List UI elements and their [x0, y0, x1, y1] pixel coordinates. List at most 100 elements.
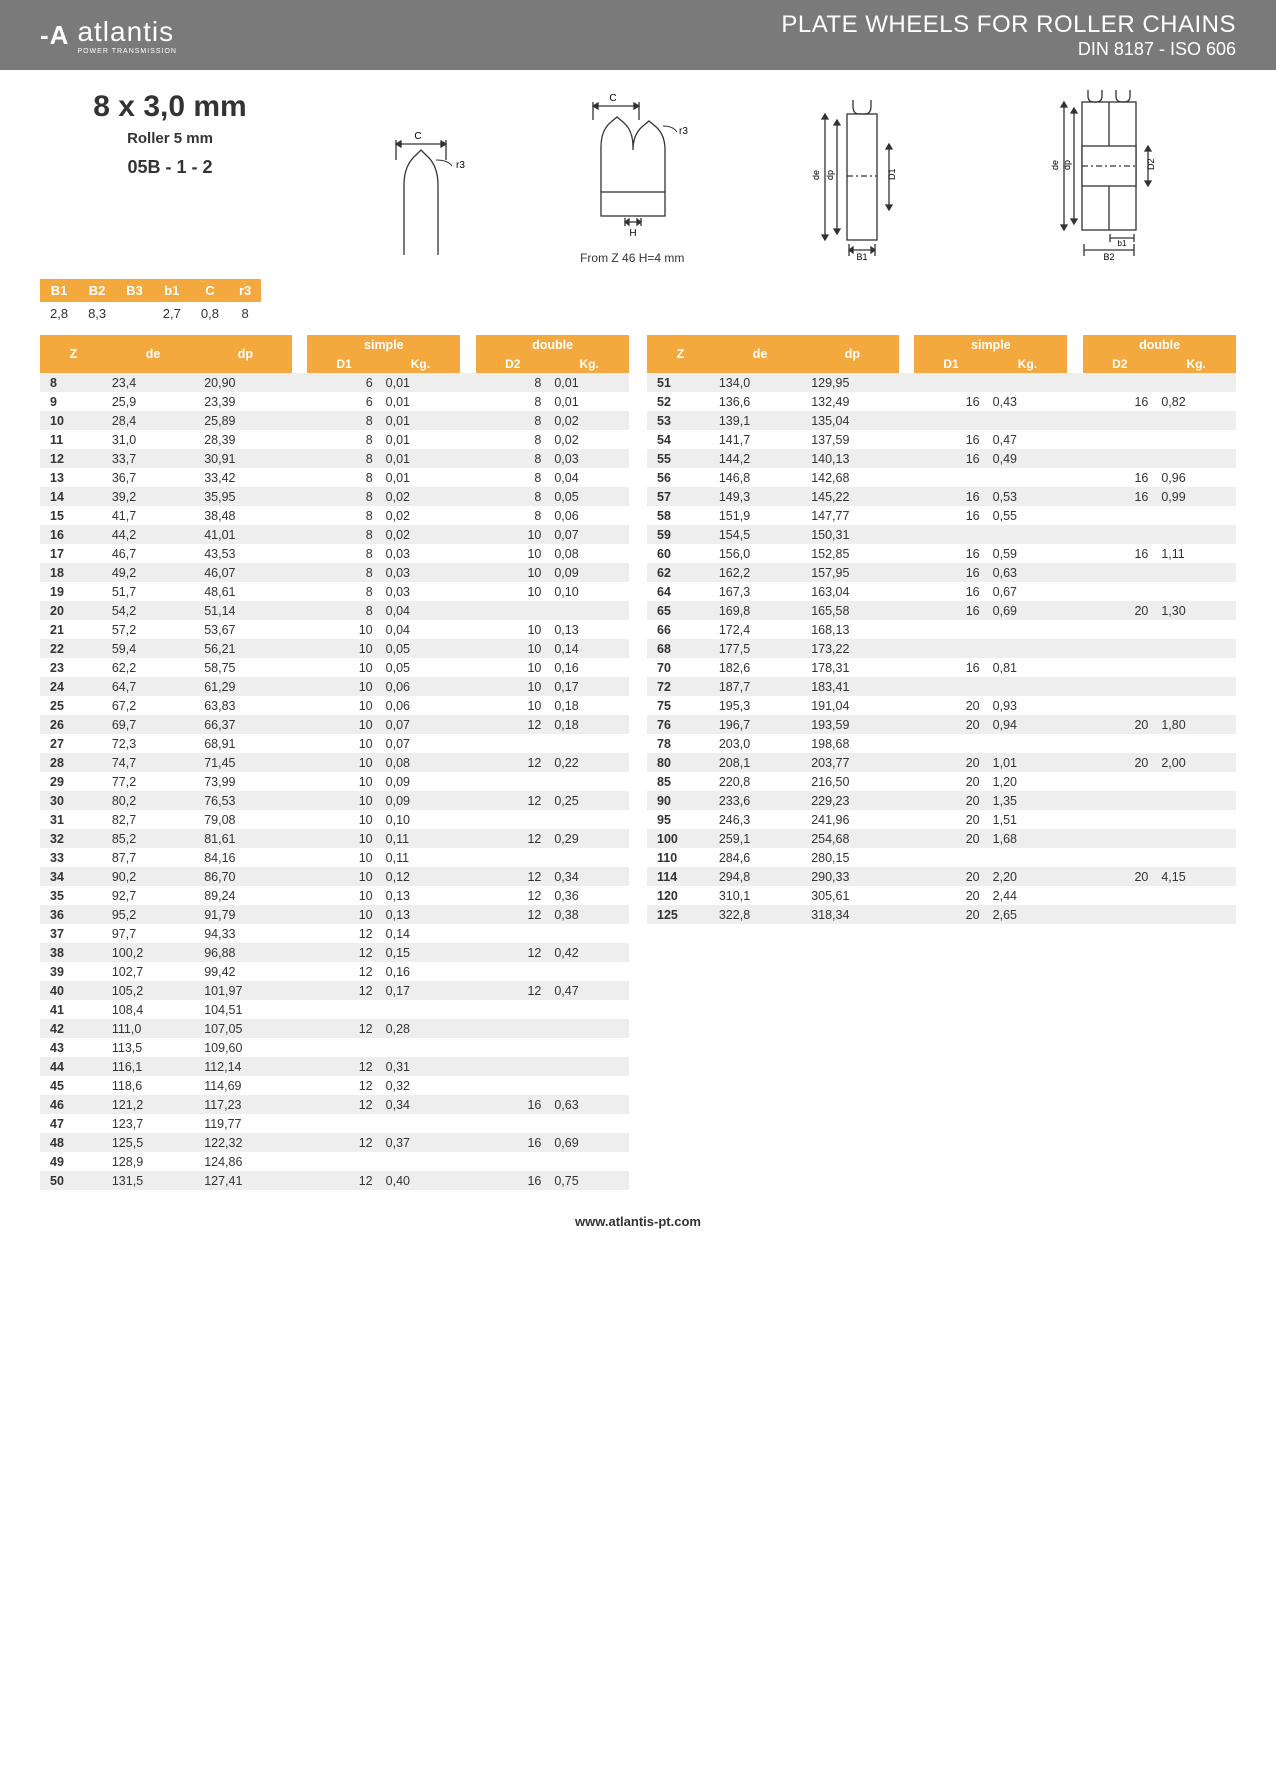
cell: 0,12	[381, 867, 461, 886]
cell: 16	[476, 1133, 549, 1152]
cell: 216,50	[806, 772, 898, 791]
cell: 10	[307, 620, 380, 639]
cell: 0,13	[549, 620, 629, 639]
cell: 0,09	[549, 563, 629, 582]
cell: 44	[40, 1057, 107, 1076]
cell: 75	[647, 696, 714, 715]
cell: 16	[1083, 544, 1156, 563]
cell	[1156, 696, 1236, 715]
cell	[1067, 582, 1083, 601]
cell	[899, 601, 915, 620]
cell: 71,45	[199, 753, 291, 772]
cell: 8	[307, 411, 380, 430]
cell	[899, 772, 915, 791]
cell: 137,59	[806, 430, 898, 449]
cell: 20	[914, 715, 987, 734]
cell: 80	[647, 753, 714, 772]
cell: 1,20	[988, 772, 1068, 791]
cell	[292, 411, 308, 430]
cell: 46,7	[107, 544, 199, 563]
svg-text:dp: dp	[825, 170, 835, 180]
cell: 12	[307, 943, 380, 962]
table-row: 1849,246,0780,03100,09	[40, 563, 629, 582]
table-row: 59154,5150,31	[647, 525, 1236, 544]
cell: 11	[40, 430, 107, 449]
cell: 10	[476, 658, 549, 677]
table-row: 64167,3163,04160,67	[647, 582, 1236, 601]
cell	[307, 1000, 380, 1019]
cell	[476, 734, 549, 753]
cell	[292, 563, 308, 582]
cell: 16	[914, 582, 987, 601]
cell: 91,79	[199, 905, 291, 924]
cell: 172,4	[714, 620, 806, 639]
table-row: 1746,743,5380,03100,08	[40, 544, 629, 563]
cell	[381, 1038, 461, 1057]
cell: 16	[914, 601, 987, 620]
cell: 113,5	[107, 1038, 199, 1057]
cell: 0,10	[549, 582, 629, 601]
data-col-right: Z de dp simple double D1 Kg. D2 Kg. 5113…	[647, 335, 1236, 1190]
cell: 81,61	[199, 829, 291, 848]
svg-text:b1: b1	[1118, 239, 1127, 248]
cell: 10	[307, 829, 380, 848]
cell: 0,40	[381, 1171, 461, 1190]
cell: 20	[914, 791, 987, 810]
cell: 97,7	[107, 924, 199, 943]
cell	[292, 1057, 308, 1076]
cell: 0,99	[1156, 487, 1236, 506]
cell	[899, 696, 915, 715]
cell: 0,47	[988, 430, 1068, 449]
cell: 101,97	[199, 981, 291, 1000]
cell: 0,15	[381, 943, 461, 962]
cell: 0,18	[549, 715, 629, 734]
cell: 66,37	[199, 715, 291, 734]
cell: 73,99	[199, 772, 291, 791]
table-row: 62162,2157,95160,63	[647, 563, 1236, 582]
th-d2: D2	[476, 355, 549, 373]
cell: 122,32	[199, 1133, 291, 1152]
cell	[899, 373, 915, 392]
cell	[1156, 563, 1236, 582]
cell: 68	[647, 639, 714, 658]
cell: 8	[476, 430, 549, 449]
cell	[1083, 582, 1156, 601]
brand-name: atlantis	[77, 16, 174, 47]
cell: 28,39	[199, 430, 291, 449]
bs-th: b1	[153, 279, 191, 302]
th-d1: D1	[914, 355, 987, 373]
header-title: PLATE WHEELS FOR ROLLER CHAINS DIN 8187 …	[781, 11, 1236, 60]
cell: 140,13	[806, 449, 898, 468]
cell: 134,0	[714, 373, 806, 392]
cell	[292, 620, 308, 639]
cell: 12	[307, 1019, 380, 1038]
cell	[1156, 449, 1236, 468]
cell: 0,34	[549, 867, 629, 886]
cell: 10	[307, 753, 380, 772]
cell: 0,94	[988, 715, 1068, 734]
cell: 12	[307, 1057, 380, 1076]
cell: 0,16	[549, 658, 629, 677]
cell: 12	[307, 924, 380, 943]
table-row: 3490,286,70100,12120,34	[40, 867, 629, 886]
cell: 149,3	[714, 487, 806, 506]
svg-text:de: de	[1050, 160, 1060, 170]
cell: 31	[40, 810, 107, 829]
cell: 8	[307, 468, 380, 487]
cell: 23,39	[199, 392, 291, 411]
cell: 0,96	[1156, 468, 1236, 487]
cell: 4,15	[1156, 867, 1236, 886]
table-row: 120310,1305,61202,44	[647, 886, 1236, 905]
cell: 95,2	[107, 905, 199, 924]
cell	[1083, 886, 1156, 905]
side-view-single-icon: de dp D1 B1	[789, 100, 939, 265]
cell: 20	[914, 810, 987, 829]
cell	[292, 544, 308, 563]
cell	[460, 772, 476, 791]
spec-size: 8 x 3,0 mm	[40, 90, 300, 124]
cell	[549, 601, 629, 620]
cell: 191,04	[806, 696, 898, 715]
table-row: 52136,6132,49160,43160,82	[647, 392, 1236, 411]
cell	[460, 582, 476, 601]
cell: 16	[914, 392, 987, 411]
